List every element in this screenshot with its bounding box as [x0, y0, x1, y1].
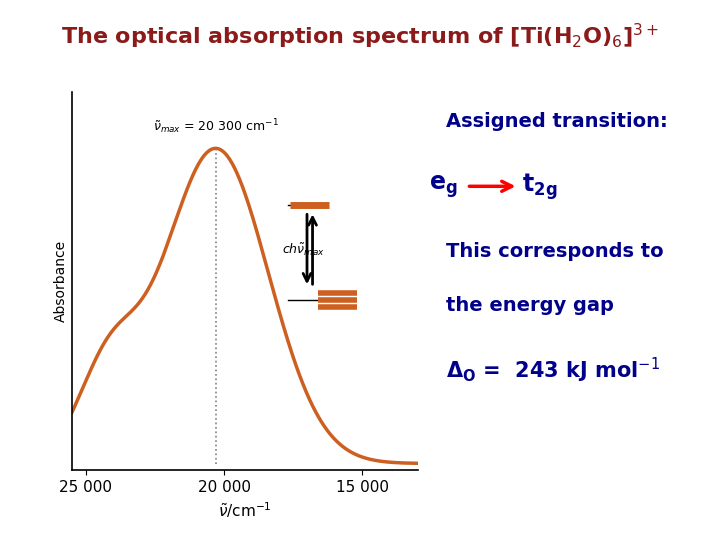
- Text: $\tilde{\nu}_{max}$ = 20 300 cm$^{-1}$: $\tilde{\nu}_{max}$ = 20 300 cm$^{-1}$: [153, 117, 279, 136]
- Y-axis label: Absorbance: Absorbance: [54, 240, 68, 322]
- Text: The optical absorption spectrum of [Ti(H$_2$O)$_6$]$^{3+}$: The optical absorption spectrum of [Ti(H…: [61, 22, 659, 51]
- Text: $ch\tilde{\nu}_{max}$: $ch\tilde{\nu}_{max}$: [282, 241, 325, 258]
- Text: $\mathbf{\Delta_O}$ =  243 kJ mol$^{-1}$: $\mathbf{\Delta_O}$ = 243 kJ mol$^{-1}$: [446, 355, 660, 384]
- Text: the energy gap: the energy gap: [446, 295, 614, 315]
- Text: Assigned transition:: Assigned transition:: [446, 112, 668, 131]
- Text: $\mathbf{e_g}$: $\mathbf{e_g}$: [428, 173, 457, 200]
- Text: $\mathbf{t_{2g}}$: $\mathbf{t_{2g}}$: [522, 171, 557, 201]
- Text: This corresponds to: This corresponds to: [446, 241, 664, 261]
- X-axis label: $\tilde{\nu}$/cm$^{-1}$: $\tilde{\nu}$/cm$^{-1}$: [218, 500, 271, 520]
